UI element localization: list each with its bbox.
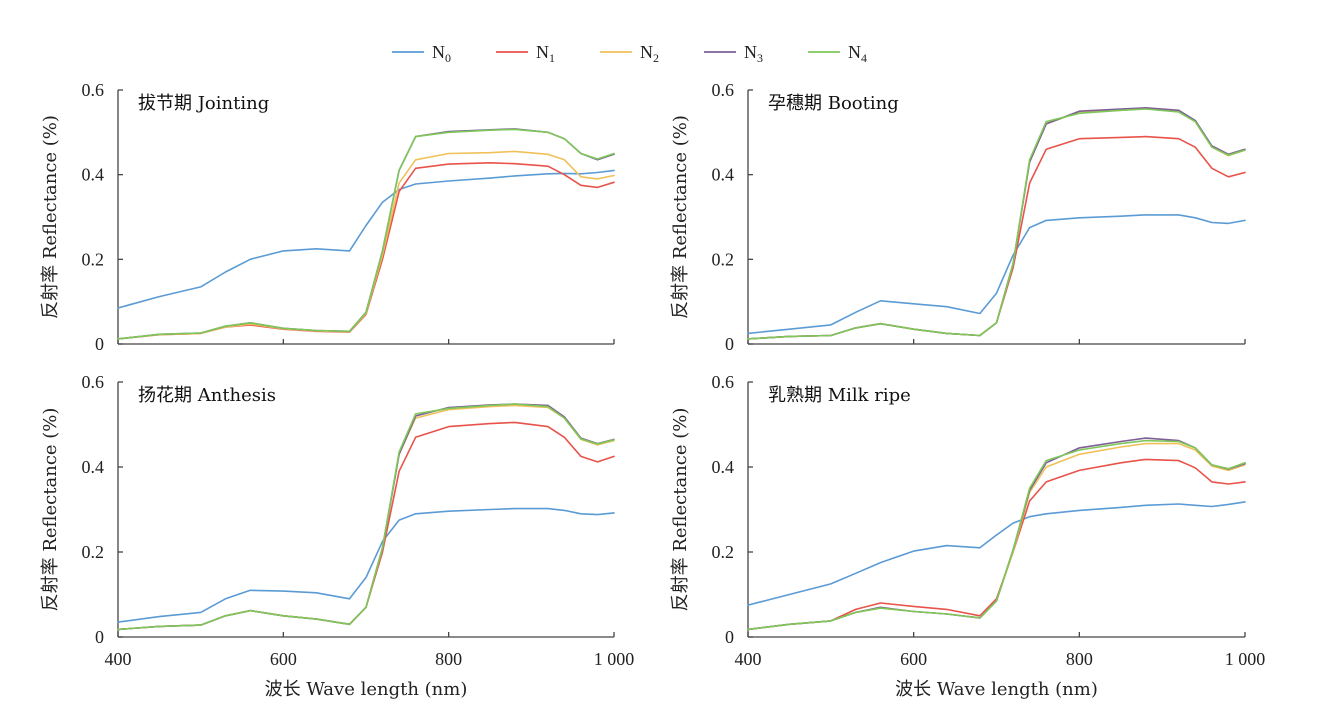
y-tick-label: 0.6 xyxy=(712,80,735,100)
legend-label: N0 xyxy=(432,42,451,65)
series-line-n0 xyxy=(117,507,615,623)
y-tick-label: 0.4 xyxy=(712,457,735,477)
panels: 0 0.2 0.4 0.6 反射率 Reflectance (%) 拔节期 Jointin… xyxy=(40,80,1265,700)
x-tick-label: 600 xyxy=(900,649,927,669)
x-tick-label: 400 xyxy=(735,649,762,669)
series-line-n4 xyxy=(747,108,1246,340)
series-line-n2 xyxy=(117,404,615,631)
legend-item-n0: N0 xyxy=(392,42,451,65)
panel-title: 扬花期 Anthesis xyxy=(138,385,276,406)
legend-item-n1: N1 xyxy=(496,42,555,65)
x-tick-label: 800 xyxy=(435,649,462,669)
y-axis-label: 反射率 Reflectance (%) xyxy=(40,408,61,612)
x-axis-label: 波长 Wave length (nm) xyxy=(265,679,468,700)
panel-title: 拔节期 Jointing xyxy=(138,93,269,114)
y-tick-label: 0.4 xyxy=(712,165,735,185)
panel-4: 0 0.2 0.4 0.6 400 600 800 1 000 反射率 Reflectance … xyxy=(670,372,1265,700)
series-line-n4 xyxy=(747,439,1246,631)
x-tick-label: 1 000 xyxy=(1225,649,1266,669)
y-tick-label: 0 xyxy=(725,334,734,354)
y-tick-label: 0.6 xyxy=(712,372,735,392)
y-tick-label: 0 xyxy=(725,627,734,647)
x-tick-label: 1 000 xyxy=(594,649,635,669)
y-tick-label: 0.4 xyxy=(82,165,105,185)
y-tick-label: 0.2 xyxy=(712,542,735,562)
legend-label: N3 xyxy=(744,42,763,65)
x-tick-label: 400 xyxy=(105,649,132,669)
series-line-n0 xyxy=(747,214,1246,335)
series-line-n3 xyxy=(117,128,615,340)
series-line-n1 xyxy=(117,421,615,631)
panel-2: 0 0.2 0.4 0.6 反射率 Reflectance (%) 孕穗期 Booting xyxy=(670,80,1246,354)
y-tick-label: 0 xyxy=(95,334,104,354)
series-line-n2 xyxy=(117,150,615,340)
x-axis-label: 波长 Wave length (nm) xyxy=(895,679,1098,700)
y-tick-label: 0 xyxy=(95,627,104,647)
y-axis-label: 反射率 Reflectance (%) xyxy=(670,115,691,319)
legend-label: N4 xyxy=(848,42,867,65)
legend-label: N2 xyxy=(640,42,659,65)
series-line-n2 xyxy=(747,107,1246,340)
series-line-n3 xyxy=(117,403,615,631)
series-line-n0 xyxy=(747,501,1246,606)
panel-title: 乳熟期 Milk ripe xyxy=(768,385,911,406)
y-tick-label: 0.6 xyxy=(82,80,105,100)
legend-label: N1 xyxy=(536,42,555,65)
panel-title: 孕穗期 Booting xyxy=(768,93,899,114)
y-axis-label: 反射率 Reflectance (%) xyxy=(670,408,691,612)
y-tick-label: 0.2 xyxy=(82,249,105,269)
y-tick-label: 0.6 xyxy=(82,372,105,392)
legend-item-n2: N2 xyxy=(600,42,659,65)
y-tick-label: 0.2 xyxy=(712,249,735,269)
series-line-n1 xyxy=(747,458,1246,631)
panel-1: 0 0.2 0.4 0.6 反射率 Reflectance (%) 拔节期 Jointin… xyxy=(40,80,615,354)
y-tick-label: 0.2 xyxy=(82,542,105,562)
series-line-n3 xyxy=(747,107,1246,340)
x-tick-label: 800 xyxy=(1066,649,1093,669)
legend-item-n3: N3 xyxy=(704,42,763,65)
series-line-n0 xyxy=(117,169,615,309)
y-tick-label: 0.4 xyxy=(82,457,105,477)
legend-item-n4: N4 xyxy=(808,42,867,65)
series-line-n4 xyxy=(117,403,615,631)
y-axis-label: 反射率 Reflectance (%) xyxy=(40,115,61,319)
legend: N0 N1 N2 N3 N4 xyxy=(392,42,867,65)
x-tick-label: 600 xyxy=(270,649,297,669)
panel-3: 0 0.2 0.4 0.6 400 600 800 1 000 反射率 Reflectance … xyxy=(40,372,634,700)
series-line-n4 xyxy=(117,128,615,340)
series-line-n1 xyxy=(747,135,1246,340)
